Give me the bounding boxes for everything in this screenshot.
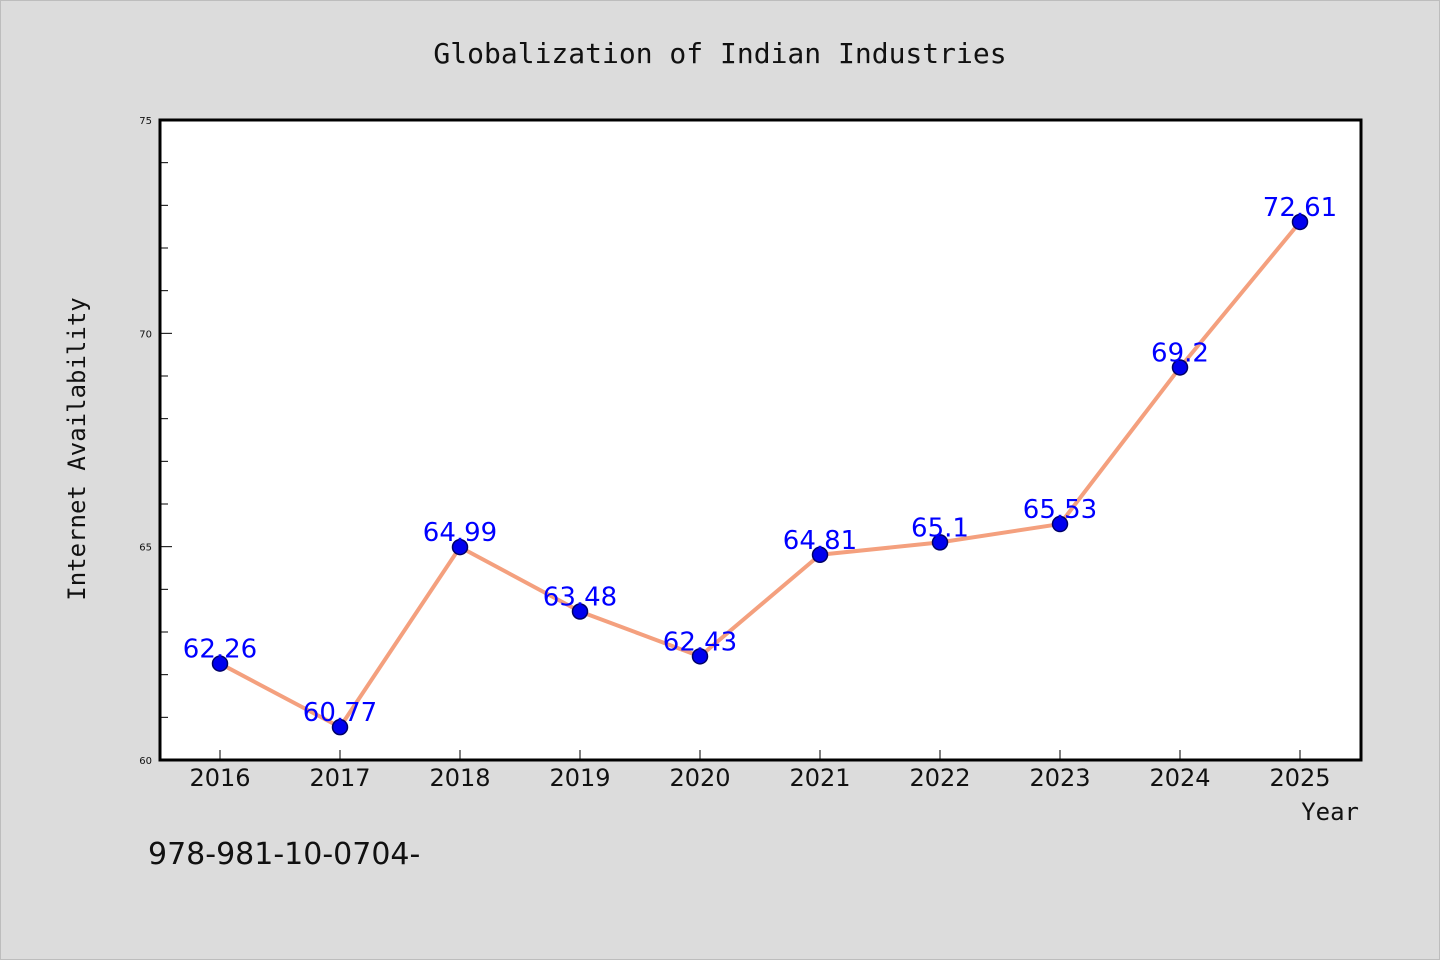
y-tick-label: 75 (139, 116, 152, 127)
series-polyline (218, 219, 1302, 730)
data-label: 62.26 (183, 635, 257, 665)
x-tick-label: 2018 (429, 764, 490, 792)
data-label: 60.77 (303, 698, 377, 728)
y-tick-label: 65 (139, 543, 152, 554)
y-axis-label: Internet Availability (63, 297, 91, 600)
data-point (1171, 359, 1189, 376)
chart-title: Globalization of Indian Industries (433, 37, 1006, 70)
x-tick-label: 2017 (309, 764, 370, 792)
y-tick-label: 70 (139, 329, 152, 340)
data-label: 65.53 (1023, 495, 1097, 525)
x-axis-label: Year (1301, 798, 1359, 826)
data-label: 65.1 (911, 513, 969, 543)
data-label: 62.43 (663, 627, 737, 657)
x-tick-label: 2019 (549, 764, 610, 792)
data-label: 63.48 (543, 583, 617, 613)
data-point (811, 546, 829, 564)
data-label: 64.99 (423, 518, 497, 548)
data-label: 69.2 (1151, 338, 1209, 368)
data-point (691, 648, 709, 665)
data-point (931, 534, 949, 551)
x-tick-label: 2022 (909, 764, 970, 792)
y-axis: 60 65 70 75 (139, 116, 172, 767)
x-tick-label: 2021 (789, 764, 850, 792)
data-point (451, 538, 469, 556)
data-points (211, 213, 1309, 736)
x-tick-label: 2023 (1029, 764, 1090, 792)
data-point (211, 655, 229, 672)
plot-area (158, 118, 1363, 762)
series-line (218, 219, 1302, 730)
data-label: 72.61 (1263, 193, 1337, 223)
x-tick-label: 2024 (1149, 764, 1210, 792)
x-axis: 2016 2017 2018 2019 2020 2021 2022 2023 2024 2025 (189, 750, 1331, 792)
data-label: 64.81 (783, 526, 857, 556)
data-point (1291, 213, 1309, 231)
data-point (571, 603, 589, 620)
x-tick-label: 2020 (669, 764, 730, 792)
x-tick-label: 2025 (1269, 764, 1330, 792)
data-labels: 62.26 60.77 64.99 63.48 62.43 64.81 65.1 65.53 6… (183, 193, 1337, 728)
y-tick-label: 60 (139, 756, 152, 767)
data-point (1051, 515, 1069, 533)
footer-text: 978-981-10-0704- (148, 837, 420, 872)
data-point (331, 718, 349, 736)
x-tick-label: 2016 (189, 764, 250, 792)
